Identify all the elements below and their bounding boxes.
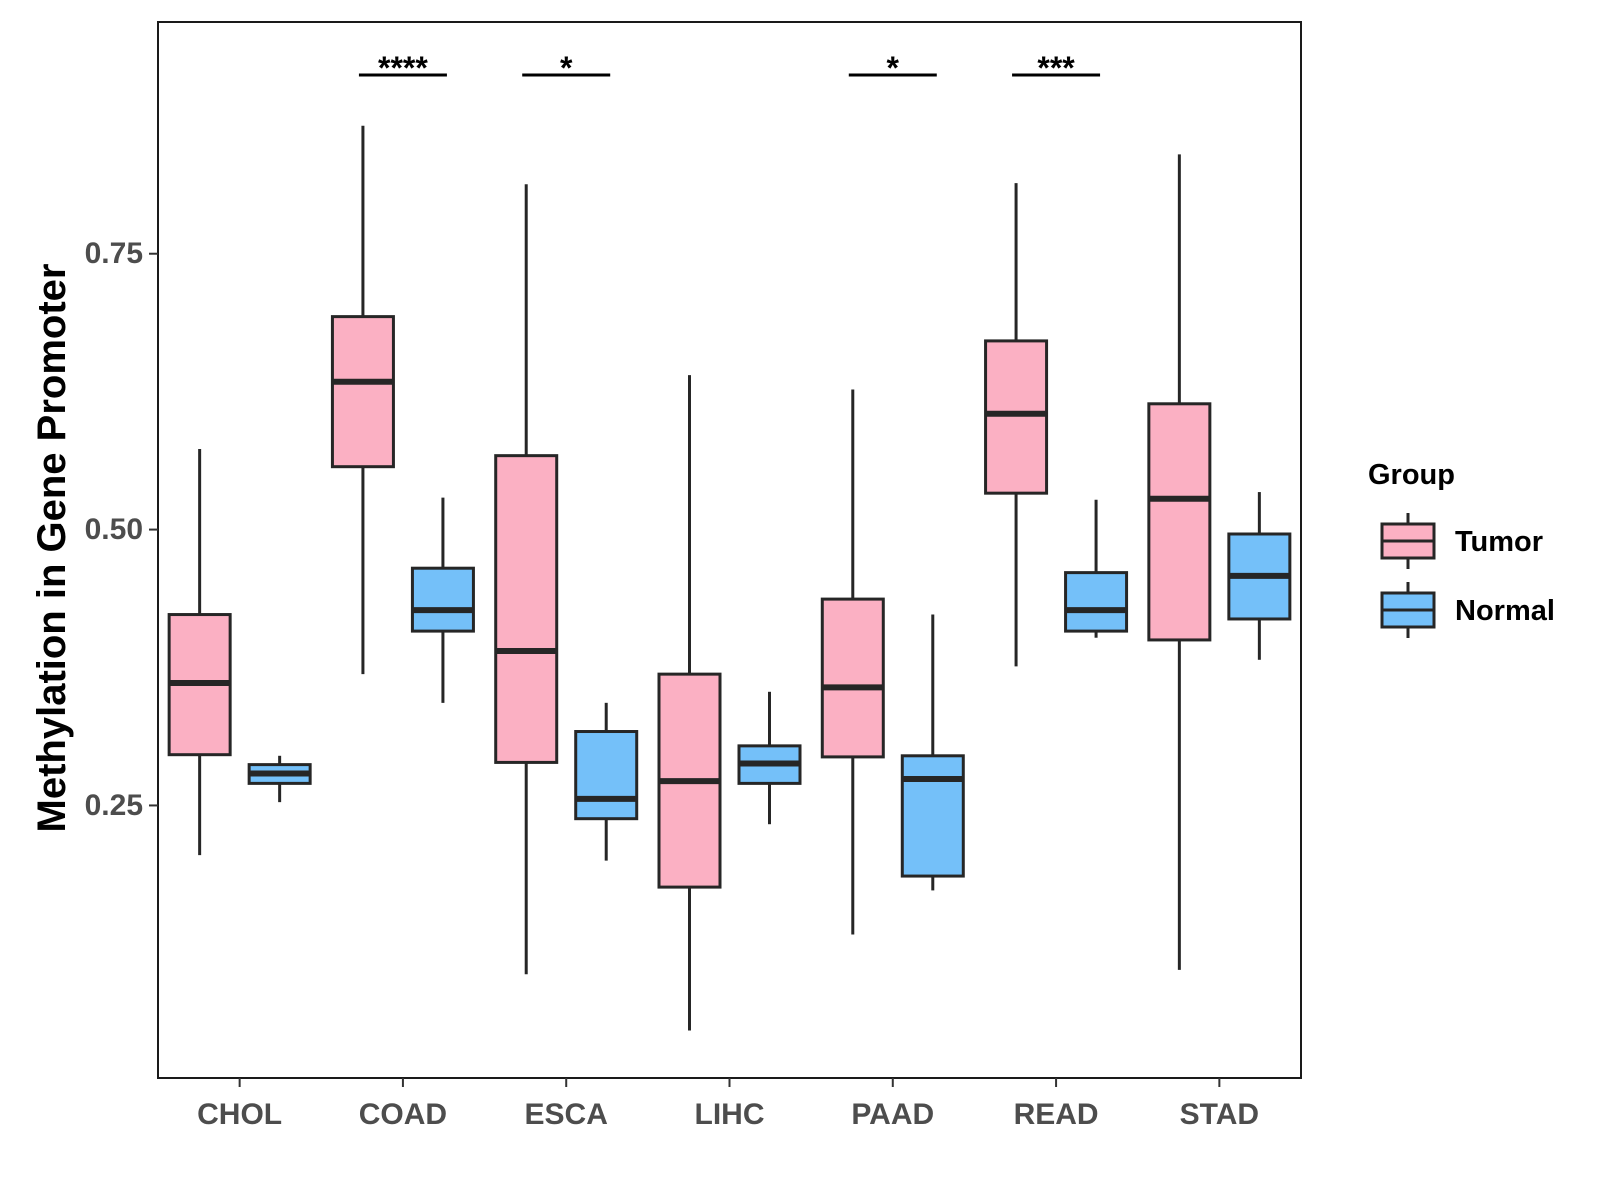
significance-coad: **** [358,50,447,86]
box-normal-read [1064,499,1129,638]
x-tick-label: READ [1014,1098,1099,1131]
box-normal-paad [900,614,965,891]
box-normal-stad [1227,492,1292,660]
legend-title: Group [1368,459,1455,491]
box-body [1064,571,1129,633]
y-tick-label: 0.25 [85,789,143,822]
box-body [900,754,965,878]
significance-esca: * [522,50,611,86]
box-normal-lihc [737,691,802,825]
legend-label-normal: Normal [1455,595,1555,627]
x-axis: CHOL COAD ESCA LIHC PAAD READ STAD [197,1078,1259,1131]
x-tick-label: CHOL [197,1098,282,1131]
box-body [984,339,1049,495]
box-tumor-esca [494,184,559,975]
box-tumor-coad [330,125,395,675]
box-tumor-lihc [657,375,722,1031]
x-tick-label: ESCA [525,1098,608,1131]
y-tick-label: 0.75 [85,237,143,270]
box-body [1147,402,1212,642]
box-body [410,566,475,633]
significance-label: * [887,50,900,86]
x-tick-label: PAAD [851,1098,934,1131]
y-tick-label: 0.50 [85,513,143,546]
x-tick-label: LIHC [695,1098,765,1131]
legend-label-tumor: Tumor [1455,526,1543,558]
box-tumor-read [984,183,1049,667]
y-axis-title: Methylation in Gene Promoter [30,264,74,833]
box-body [330,315,395,469]
legend-key-normal [1380,582,1436,638]
box-body [494,454,559,764]
plot-panel [157,21,1302,1079]
legend: Group Tumor Normal [1368,459,1555,638]
box-body [820,597,885,759]
legend-key-tumor [1380,513,1436,569]
legend-keys [1380,513,1436,638]
box-series [167,125,1292,1031]
significance-annotations: **** * * *** [358,50,1101,86]
significance-read: *** [1012,50,1101,86]
significance-paad: * [848,50,937,86]
significance-label: *** [1037,50,1075,86]
box-normal-esca [574,702,639,861]
box-normal-chol [247,755,312,803]
box-tumor-stad [1147,154,1212,970]
x-tick-label: STAD [1180,1098,1259,1131]
y-axis: 0.25 0.50 0.75 [85,237,158,822]
significance-label: **** [378,50,428,86]
significance-label: * [560,50,573,86]
box-tumor-paad [820,389,885,935]
x-tick-label: COAD [359,1098,447,1131]
box-normal-coad [410,497,475,703]
box-body [574,730,639,821]
box-tumor-chol [167,449,232,856]
